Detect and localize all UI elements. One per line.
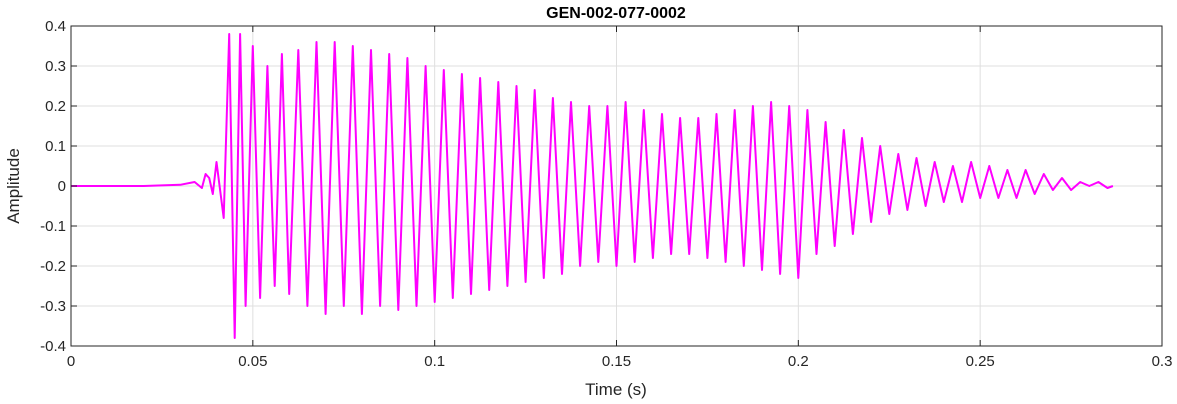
y-tick-label: 0.3 [45, 58, 66, 75]
y-tick-label: 0.4 [45, 18, 66, 35]
x-tick-labels: 0 0.05 0.1 0.15 0.2 0.25 0.3 [67, 353, 1173, 370]
y-tick-label: -0.1 [40, 218, 66, 235]
y-tick-label: -0.3 [40, 298, 66, 315]
chart-title: GEN-002-077-0002 [546, 5, 686, 22]
x-tick-label: 0.1 [424, 353, 445, 370]
x-tick-label: 0.3 [1152, 353, 1173, 370]
x-tick-label: 0 [67, 353, 75, 370]
x-tick-label: 0.25 [966, 353, 995, 370]
y-tick-labels: 0.4 0.3 0.2 0.1 0 -0.1 -0.2 -0.3 -0.4 [40, 18, 66, 355]
x-tick-label: 0.15 [602, 353, 631, 370]
x-axis-label: Time (s) [585, 380, 647, 399]
y-tick-label: -0.2 [40, 258, 66, 275]
amplitude-series-line [71, 33, 1114, 339]
axis-ticks [70, 25, 1163, 347]
y-axis-label: Amplitude [4, 148, 23, 224]
y-tick-label: -0.4 [40, 338, 66, 355]
y-tick-label: 0.1 [45, 138, 66, 155]
x-tick-label: 0.05 [238, 353, 267, 370]
x-tick-label: 0.2 [788, 353, 809, 370]
y-tick-label: 0 [58, 178, 66, 195]
y-tick-label: 0.2 [45, 98, 66, 115]
